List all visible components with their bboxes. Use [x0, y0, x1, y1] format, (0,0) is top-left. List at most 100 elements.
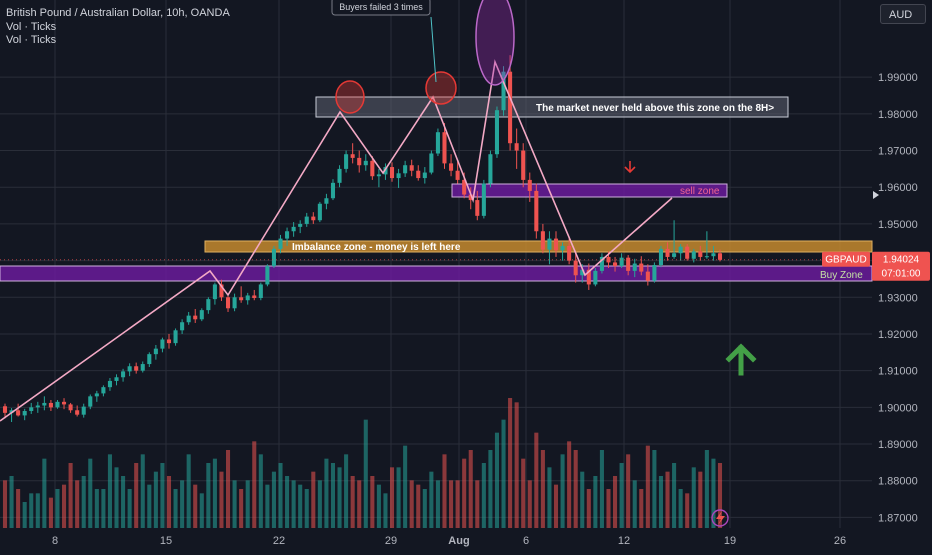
volume-bar: [258, 454, 263, 528]
volume-bar: [521, 458, 526, 528]
volume-bar: [193, 484, 198, 528]
candle-up: [42, 402, 47, 406]
volume-bar: [672, 463, 677, 528]
candle-down: [62, 401, 67, 405]
volume-bar: [245, 480, 250, 528]
candle-down: [68, 404, 73, 411]
volume-bar: [435, 480, 440, 528]
volume-bar: [363, 419, 368, 528]
volume-bar: [462, 458, 467, 528]
candle-up: [153, 348, 158, 355]
symbol-badge: [822, 251, 870, 267]
candle-up: [291, 226, 296, 232]
volume-bar: [416, 484, 421, 528]
market-zone-label: The market never held above this zone on…: [536, 103, 774, 114]
volume-bar: [658, 476, 663, 528]
candle-down: [613, 262, 618, 267]
time-tick-label: 19: [724, 535, 736, 547]
candle-down: [442, 132, 447, 164]
candle-up: [672, 253, 677, 257]
volume-bar: [337, 467, 342, 528]
volume-bar: [252, 441, 257, 528]
volume-bar: [626, 454, 631, 528]
candle-up: [127, 366, 132, 372]
volume-bar: [173, 489, 178, 528]
candle-up: [35, 405, 40, 408]
lightning-bolt: [716, 511, 725, 525]
candle-down: [166, 339, 172, 344]
volume-bar: [186, 454, 191, 528]
volume-bar: [127, 489, 132, 528]
candle-down: [193, 315, 198, 320]
volume-bar: [166, 476, 172, 528]
volume-bar: [206, 463, 211, 528]
time-tick-label: 8: [52, 535, 58, 547]
sell-zone-label: sell zone: [680, 186, 720, 197]
price-tick-label: 1.97000: [878, 146, 918, 158]
candle-down: [527, 179, 532, 191]
candle-up: [107, 380, 112, 388]
volume-indicator-1[interactable]: Vol · Ticks: [6, 21, 57, 33]
candle-up: [429, 153, 434, 173]
candle-down: [645, 271, 650, 281]
time-tick-label: 15: [160, 535, 172, 547]
candle-down: [449, 163, 454, 171]
volume-bar: [475, 480, 480, 528]
candle-down: [219, 284, 224, 298]
volume-bar: [304, 489, 309, 528]
candle-up: [619, 257, 624, 267]
candle-up: [304, 216, 309, 224]
volume-bar: [422, 489, 427, 528]
volume-bar: [22, 502, 27, 528]
volume-bar: [140, 454, 145, 528]
candle-up: [55, 401, 60, 408]
imbalance-zone-label: Imbalance zone - money is left here: [292, 242, 461, 253]
candle-up: [88, 396, 93, 407]
volume-bar: [330, 463, 336, 528]
candle-up: [580, 269, 585, 276]
volume-indicator-2[interactable]: Vol · Ticks: [6, 34, 57, 46]
candle-up: [317, 203, 322, 221]
countdown-label: 07:01:00: [882, 269, 921, 280]
candle-down: [16, 410, 21, 416]
volume-bar: [62, 484, 67, 528]
volume-bar: [593, 476, 598, 528]
current-price-badge: [872, 251, 930, 281]
candle-up: [494, 110, 500, 155]
candle-up: [396, 173, 401, 179]
trend-zigzag-line: [0, 59, 673, 422]
chart-title: British Pound / Australian Dollar, 10h, …: [6, 7, 230, 19]
candle-down: [252, 295, 257, 299]
candle-up: [691, 251, 696, 259]
candle-up: [324, 198, 329, 204]
volume-bar: [455, 480, 460, 528]
volume-bar: [547, 467, 552, 528]
candle-up: [344, 154, 349, 169]
drawings: Buyers failed 3 times The market never he…: [0, 0, 872, 527]
volume-bar: [271, 471, 276, 528]
currency-selector[interactable]: AUD: [880, 4, 926, 24]
candle-up: [232, 297, 237, 309]
volume-bar: [613, 476, 618, 528]
candle-up: [114, 377, 119, 381]
volume-bar: [488, 450, 493, 528]
volume-bar: [678, 489, 683, 528]
volume-bar: [2, 480, 8, 528]
price-tick-label: 1.92000: [878, 329, 918, 341]
candle-down: [514, 143, 519, 151]
volume-bar: [685, 493, 690, 528]
volume-bar: [376, 484, 381, 528]
candle-up: [258, 284, 263, 299]
candle-down: [225, 297, 231, 309]
candle-down: [416, 170, 421, 179]
volume-bar: [180, 480, 185, 528]
candle-up: [212, 284, 217, 300]
time-tick-label: Aug: [448, 535, 469, 547]
buy-zone-box: [0, 265, 873, 282]
candles: [2, 55, 723, 423]
candle-down: [357, 157, 362, 166]
candle-up: [160, 339, 165, 349]
volume-bar: [481, 463, 486, 528]
